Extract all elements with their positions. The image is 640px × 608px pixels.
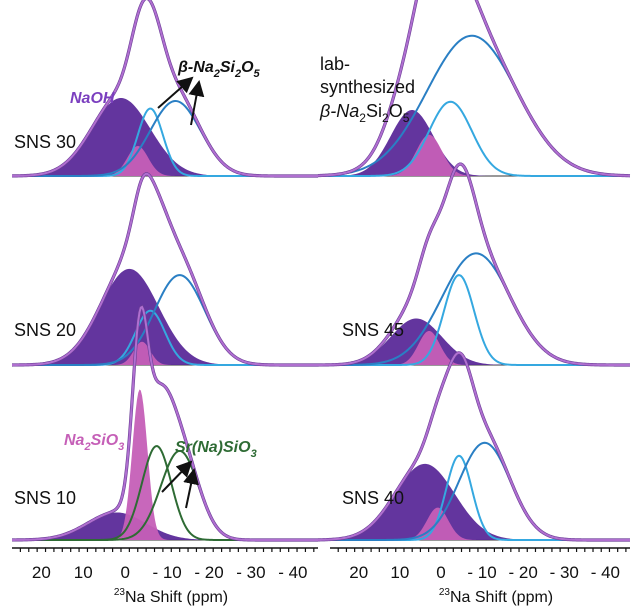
component-peak-1 xyxy=(12,512,318,540)
label-sns10: SNS 10 xyxy=(14,488,76,508)
component-peak-1 xyxy=(318,463,630,540)
x-axis-title-left: 23Na Shift (ppm) xyxy=(114,587,228,606)
label-lab-line3: β-Na2Si2O5 xyxy=(319,101,410,125)
label-sns20: SNS 20 xyxy=(14,320,76,340)
component-peak-1 xyxy=(12,98,318,176)
total-fit-curve xyxy=(317,163,631,366)
tick-label: 20 xyxy=(32,563,51,582)
tick-label: - 10 xyxy=(152,563,181,582)
tick-label: - 40 xyxy=(278,563,307,582)
tick-label: - 10 xyxy=(467,563,496,582)
panel-sns10 xyxy=(12,304,318,542)
component-peak-4 xyxy=(317,34,631,177)
panel-sns20 xyxy=(11,172,318,367)
tick-label: - 20 xyxy=(194,563,223,582)
tick-label: - 20 xyxy=(509,563,538,582)
component-peak-1 xyxy=(12,268,318,365)
total-fit-curve xyxy=(11,172,318,366)
arrow-srna-2 xyxy=(183,468,199,509)
tick-label: 10 xyxy=(390,563,409,582)
label-sns45: SNS 45 xyxy=(342,320,404,340)
total-fit-outline xyxy=(317,351,630,542)
x-axis-left: 20 10 0 - 10 - 20 - 30 - 40 xyxy=(12,547,318,582)
annotation-na2sio3: Na2SiO3 xyxy=(64,432,124,453)
total-fit-curve xyxy=(317,0,631,177)
tick-label: - 40 xyxy=(591,563,620,582)
component-peak-1 xyxy=(318,110,630,176)
tick-label: - 30 xyxy=(550,563,579,582)
total-fit-curve xyxy=(12,305,318,541)
total-fit-curve xyxy=(317,351,630,541)
total-fit-curve xyxy=(11,0,318,177)
panel-lab-synthesized xyxy=(317,0,631,178)
tick-label: 20 xyxy=(349,563,368,582)
x-axis-right: 20 10 0 - 10 - 20 - 30 - 40 xyxy=(330,547,630,582)
tick-label: 0 xyxy=(436,563,445,582)
label-lab-line1: lab- xyxy=(320,54,350,74)
component-peak-3 xyxy=(318,100,630,177)
annotation-srnasio3: Sr(Na)SiO3 xyxy=(175,439,257,460)
arrow-srna-1 xyxy=(161,460,193,493)
arrow-beta-2 xyxy=(188,80,205,126)
arrow-beta-1 xyxy=(157,76,194,109)
panel-sns30 xyxy=(11,0,318,178)
annotation-beta-na2si2o5: β-Na2Si2O5 xyxy=(177,59,261,80)
tick-label: 0 xyxy=(120,563,129,582)
tick-label: - 30 xyxy=(236,563,265,582)
component-peak-1 xyxy=(318,318,630,365)
x-axis-title-right: 23Na Shift (ppm) xyxy=(439,587,553,606)
annotation-naoh: NaOH xyxy=(70,90,115,107)
tick-label: 10 xyxy=(74,563,93,582)
label-sns40: SNS 40 xyxy=(342,488,404,508)
panel-sns40 xyxy=(317,351,630,542)
panel-sns45 xyxy=(317,162,631,367)
label-sns30: SNS 30 xyxy=(14,132,76,152)
component-peak-2 xyxy=(12,389,318,540)
label-lab-line2: synthesized xyxy=(320,77,415,97)
